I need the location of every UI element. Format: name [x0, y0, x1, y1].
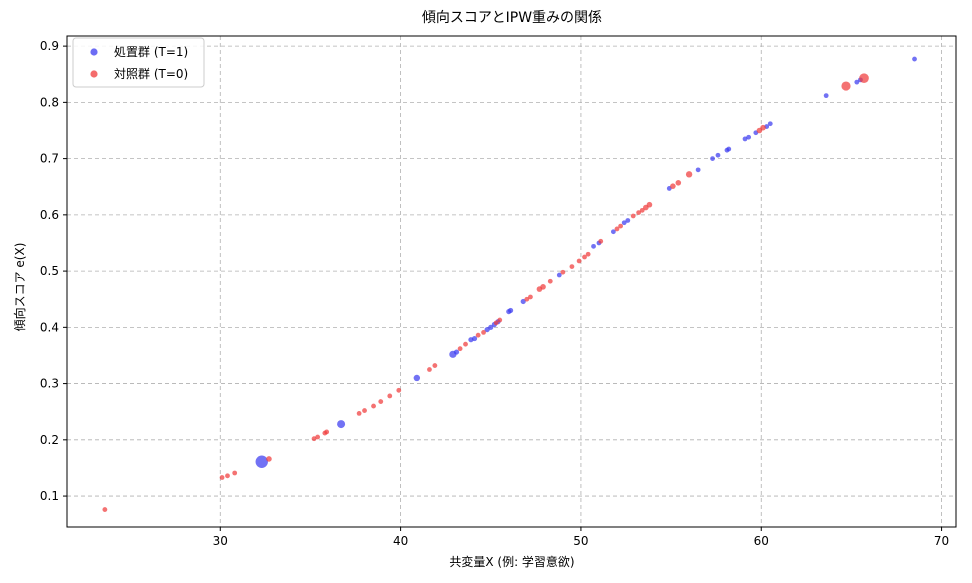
control-point [225, 473, 230, 479]
control-point [685, 171, 693, 178]
treated-point [715, 152, 721, 158]
legend-marker-treated [90, 48, 98, 56]
treated-point [625, 218, 631, 223]
control-point [396, 387, 402, 393]
control-point [560, 269, 566, 275]
legend-label-treated: 処置群 (T=1) [114, 45, 188, 59]
control-point [378, 399, 384, 404]
control-point [670, 183, 676, 189]
control-point [675, 179, 682, 186]
control-point [760, 124, 766, 131]
control-point [427, 367, 432, 372]
control-point [311, 436, 317, 442]
control-point [618, 223, 623, 229]
legend-box [72, 37, 205, 88]
treated-point [767, 121, 773, 127]
control-point [362, 408, 367, 413]
x-axis-label: 共変量X (例: 学習意欲) [449, 554, 574, 569]
control-point [576, 258, 582, 264]
control-point [481, 329, 486, 335]
y-tick-label: 0.1 [40, 489, 59, 503]
control-point [324, 429, 330, 435]
control-point [582, 254, 587, 260]
y-tick-label: 0.5 [40, 264, 59, 278]
y-axis: 0.1 0.2 0.3 0.4 0.5 0.6 0.7 0.8 0.9 [40, 39, 67, 503]
x-tick-label: 60 [754, 534, 769, 548]
control-point [528, 294, 533, 300]
control-point [432, 363, 438, 368]
y-tick-label: 0.2 [40, 433, 59, 447]
treated-point [413, 374, 421, 382]
control-point [493, 320, 499, 326]
control-point [266, 456, 272, 462]
control-point [547, 278, 553, 284]
y-tick-label: 0.6 [40, 208, 59, 222]
treated-point [453, 349, 460, 355]
x-tick-label: 50 [573, 534, 588, 548]
treated-point [520, 298, 526, 305]
control-point [540, 284, 546, 290]
control-point [569, 264, 575, 269]
control-point [859, 73, 869, 83]
treated-point [507, 307, 514, 314]
legend: 処置群 (T=1) 対照群 (T=0) [72, 37, 205, 88]
control-point [457, 346, 463, 352]
control-point [497, 317, 503, 323]
control-point [630, 213, 636, 219]
x-tick-label: 30 [213, 534, 228, 548]
data-points [102, 56, 917, 512]
treated-point [591, 243, 596, 249]
treated-point [912, 56, 917, 62]
x-tick-label: 40 [393, 534, 408, 548]
control-point [102, 507, 108, 512]
control-point [463, 341, 468, 347]
control-point [636, 210, 642, 216]
control-point [371, 403, 376, 409]
y-tick-label: 0.9 [40, 39, 59, 53]
treated-point [488, 324, 494, 330]
control-point [315, 434, 321, 440]
treated-point [621, 220, 627, 226]
treated-point [746, 134, 752, 140]
treated-point [556, 272, 562, 278]
treated-point [471, 335, 478, 342]
y-axis-label: 傾向スコア e(X) [12, 243, 27, 332]
treated-point [255, 455, 268, 468]
control-point [639, 207, 645, 213]
treated-point [610, 229, 616, 235]
control-point [598, 238, 604, 244]
treated-point [695, 167, 701, 173]
treated-point [854, 79, 860, 85]
x-tick-label: 70 [934, 534, 949, 548]
control-point [356, 410, 362, 416]
y-tick-label: 0.7 [40, 152, 59, 166]
treated-point [742, 136, 748, 142]
y-tick-label: 0.4 [40, 320, 59, 334]
control-point [585, 251, 591, 257]
grid-lines [67, 36, 956, 527]
chart-title: 傾向スコアとIPW重みの関係 [422, 10, 602, 26]
treated-point [823, 93, 829, 99]
y-tick-label: 0.3 [40, 377, 59, 391]
legend-marker-control [90, 70, 98, 78]
control-point [646, 201, 653, 208]
x-axis: 30 40 50 60 70 [213, 527, 949, 548]
y-tick-label: 0.8 [40, 95, 59, 109]
control-point [219, 475, 225, 480]
legend-label-control: 対照群 (T=0) [114, 67, 188, 81]
control-point [387, 393, 393, 399]
control-point [232, 470, 238, 476]
plot-frame [66, 35, 957, 528]
treated-point [726, 146, 732, 152]
control-point [614, 226, 620, 232]
treated-point [337, 420, 346, 429]
treated-point [710, 156, 715, 162]
control-point [524, 296, 530, 302]
control-point [475, 332, 481, 338]
control-point [841, 81, 851, 91]
